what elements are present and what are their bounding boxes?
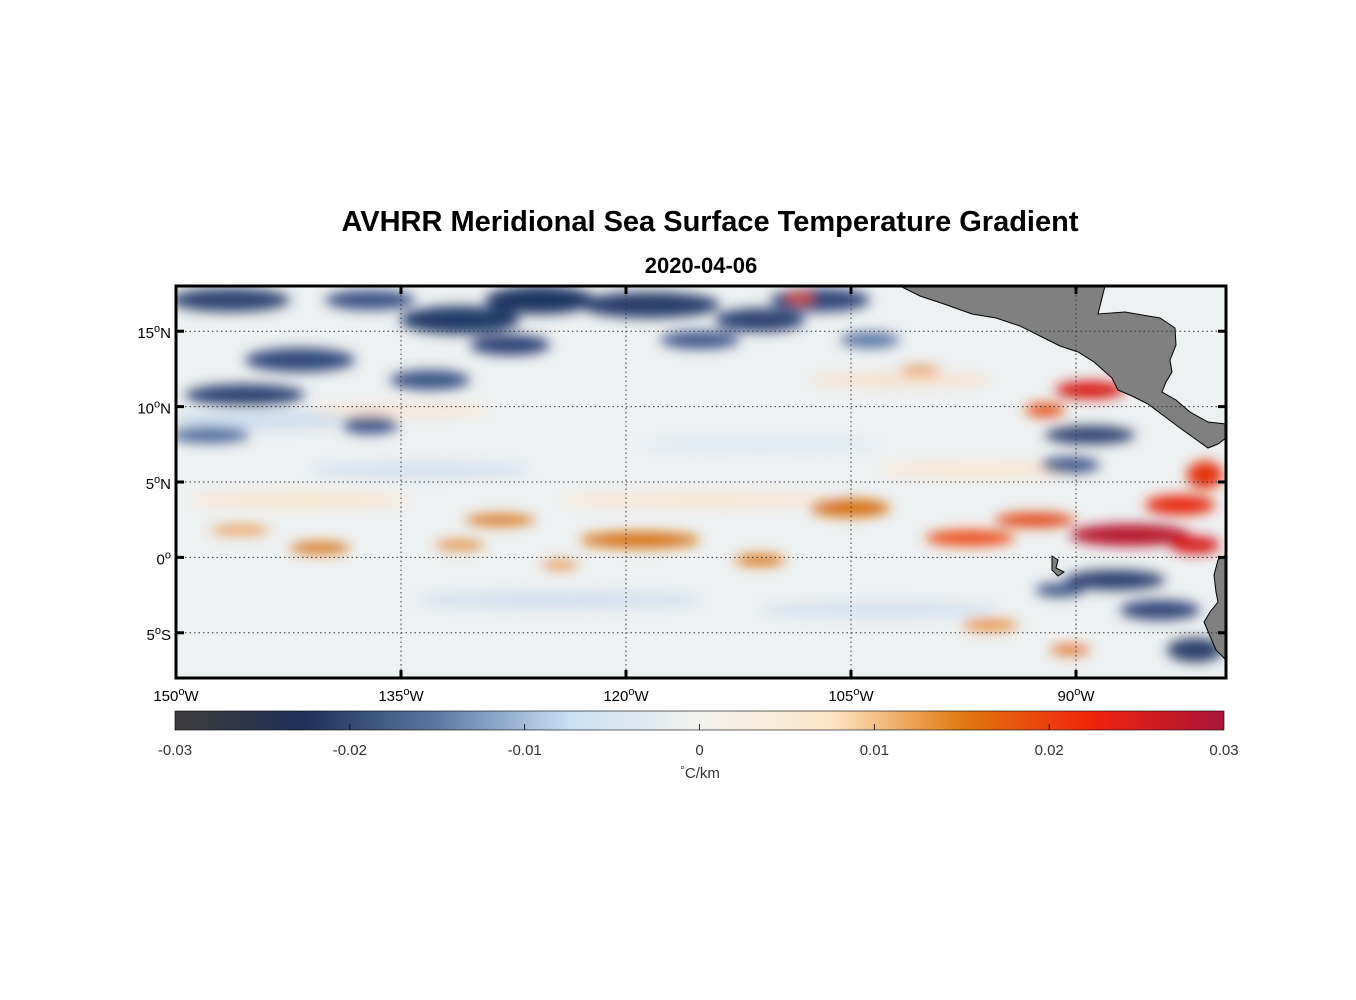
lat-hemisphere: N: [160, 401, 171, 418]
land-central-america: [899, 286, 1226, 449]
lat-hemisphere: S: [161, 627, 171, 644]
chart-subtitle: 2020-04-06: [644, 253, 758, 278]
lat-tick-number: 5: [147, 627, 155, 644]
lat-tick-number: 0: [157, 551, 165, 568]
lat-tick-label: 10oN: [137, 399, 171, 418]
lon-tick-number: 135: [378, 688, 403, 705]
lon-tick-label: 90oW: [1058, 686, 1096, 705]
lon-degree-sign: o: [1074, 686, 1080, 698]
lon-tick-number: 90: [1058, 688, 1075, 705]
lon-tick-number: 105: [828, 688, 853, 705]
lat-degree-sign: o: [154, 323, 160, 335]
colorbar-tick-label: 0: [695, 742, 703, 759]
lon-degree-sign: o: [178, 686, 184, 698]
lat-tick-number: 10: [137, 401, 154, 418]
lon-hemisphere: W: [859, 688, 874, 705]
colorbar-ticks: -0.03 -0.02 -0.01 0 0.01 0.02 0.03: [158, 724, 1239, 759]
lat-degree-sign: o: [155, 625, 161, 637]
lon-tick-label: 105oW: [828, 686, 874, 705]
lat-degree-sign: o: [154, 399, 160, 411]
lon-hemisphere: W: [409, 688, 424, 705]
lat-hemisphere: N: [160, 325, 171, 342]
lat-degree-sign: o: [154, 474, 160, 486]
sst-gradient-field: [176, 286, 1226, 662]
lon-hemisphere: W: [1080, 688, 1095, 705]
lon-degree-sign: o: [628, 686, 634, 698]
lon-degree-sign: o: [853, 686, 859, 698]
lat-tick-label: 0o: [157, 549, 171, 568]
lat-degree-sign: o: [165, 549, 171, 561]
colorbar-tick-label: 0.02: [1035, 742, 1064, 759]
lon-tick-label: 135oW: [378, 686, 424, 705]
lat-tick-label: 15oN: [137, 323, 171, 342]
colorbar-tick-label: -0.03: [158, 742, 192, 759]
colorbar-tick-label: -0.02: [333, 742, 367, 759]
land-galapagos: [1051, 555, 1065, 577]
colorbar-tick-label: -0.01: [508, 742, 542, 759]
lon-hemisphere: W: [634, 688, 649, 705]
lon-hemisphere: W: [184, 688, 199, 705]
ocean-background: [176, 286, 1226, 678]
lat-tick-number: 15: [137, 325, 154, 342]
colorbar-tick-label: 0.03: [1209, 742, 1238, 759]
lon-degree-sign: o: [403, 686, 409, 698]
longitude-labels: 150oW 135oW 120oW 105oW 90oW: [153, 286, 1095, 705]
lat-tick-number: 5: [146, 476, 154, 493]
lat-tick-label: 5oS: [147, 625, 171, 644]
chart-title: AVHRR Meridional Sea Surface Temperature…: [341, 206, 1079, 238]
lon-tick-number: 120: [603, 688, 628, 705]
lon-tick-label: 120oW: [603, 686, 649, 705]
colorbar-unit-label: °C/km: [680, 763, 720, 782]
lon-tick-number: 150: [153, 688, 178, 705]
lat-tick-label: 5oN: [146, 474, 171, 493]
lon-tick-label: 150oW: [153, 686, 199, 705]
lat-hemisphere: N: [160, 476, 171, 493]
colorbar-tick-label: 0.01: [860, 742, 889, 759]
